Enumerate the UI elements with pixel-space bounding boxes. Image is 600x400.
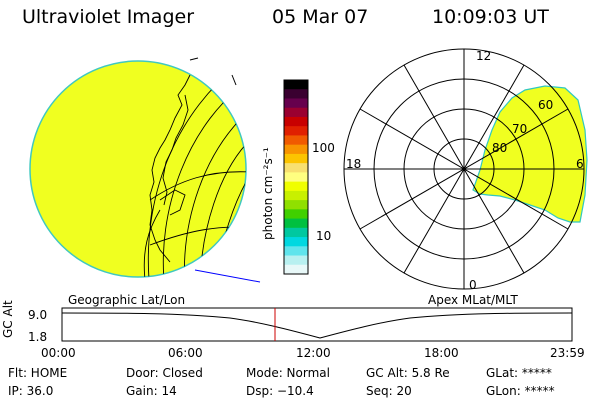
colorbar-segment xyxy=(284,135,308,146)
colorbar-segment xyxy=(284,144,308,155)
coastline xyxy=(149,74,191,263)
colorbar-segment xyxy=(284,163,308,173)
mlt-label-6: 6 xyxy=(576,157,584,171)
altitude-ytick-high: 9.0 xyxy=(28,308,48,322)
colorbar-segment xyxy=(284,126,308,136)
time-tick-2359: 23:59 xyxy=(550,346,585,360)
colorbar-segment xyxy=(284,172,308,183)
mlat-label-80: 80 xyxy=(492,141,508,155)
time-tick-1200: 12:00 xyxy=(296,346,331,360)
mlt-label-12: 12 xyxy=(476,49,492,63)
colorbar-segment xyxy=(284,264,308,275)
glat-status: GLat: ***** xyxy=(486,366,552,380)
colorbar-segment xyxy=(284,116,308,127)
terminator-line xyxy=(194,269,261,283)
colorbar-segment xyxy=(284,227,308,238)
colorbar-segment xyxy=(284,200,308,210)
instrument-title: Ultraviolet Imager xyxy=(22,6,195,28)
gc-alt-status: GC Alt: 5.8 Re xyxy=(366,366,450,380)
mlat-label-70: 70 xyxy=(512,122,528,136)
colorbar-segment xyxy=(284,89,308,99)
colorbar-segment xyxy=(284,218,308,229)
colorbar-segment xyxy=(284,107,308,118)
altitude-ytick-low: 1.8 xyxy=(28,330,48,344)
polar-grid xyxy=(343,48,585,290)
mlat-label-60: 60 xyxy=(538,98,554,112)
gain-status: Gain: 14 xyxy=(126,384,177,398)
mlt-label-0: 0 xyxy=(469,278,477,292)
colorbar-frame xyxy=(283,79,309,275)
colorbar-segment xyxy=(284,237,308,247)
uv-image-disk xyxy=(29,60,247,278)
island-mark xyxy=(231,74,237,86)
time-label: 10:09:03 UT xyxy=(432,6,549,28)
colorbar-segment xyxy=(284,246,308,257)
geographic-caption: Geographic Lat/Lon xyxy=(68,293,186,307)
colorbar-segment xyxy=(284,80,308,90)
seq-status: Seq: 20 xyxy=(366,384,412,398)
colorbar-segment xyxy=(284,190,308,201)
glon-status: GLon: ***** xyxy=(486,384,555,398)
mode-status: Mode: Normal xyxy=(246,366,330,380)
island-mark xyxy=(189,57,199,61)
colorbar-segment xyxy=(284,98,308,109)
colorbar-tick-100: 100 xyxy=(312,141,335,155)
color-scale-bar xyxy=(283,79,309,275)
altitude-curve xyxy=(61,312,573,339)
time-tick-0000: 00:00 xyxy=(41,346,76,360)
door-status: Door: Closed xyxy=(126,366,203,380)
time-tick-1800: 18:00 xyxy=(424,346,459,360)
time-tick-0600: 06:00 xyxy=(168,346,203,360)
colorbar-segment xyxy=(284,209,308,220)
colorbar-segment xyxy=(284,255,308,266)
ip-status: IP: 36.0 xyxy=(8,384,54,398)
colorbar-segment xyxy=(284,153,308,164)
auroral-oval-region xyxy=(472,85,588,223)
colorbar-tick-10: 10 xyxy=(316,229,332,243)
apex-caption: Apex MLat/MLT xyxy=(428,293,518,307)
colorbar-segment xyxy=(284,181,308,192)
flight-status: Flt: HOME xyxy=(8,366,68,380)
altitude-ylabel: GC Alt xyxy=(1,300,15,338)
mlt-label-18: 18 xyxy=(346,157,362,171)
date-label: 05 Mar 07 xyxy=(272,6,369,28)
altitude-plot-frame xyxy=(61,307,573,342)
dsp-status: Dsp: −10.4 xyxy=(246,384,314,398)
